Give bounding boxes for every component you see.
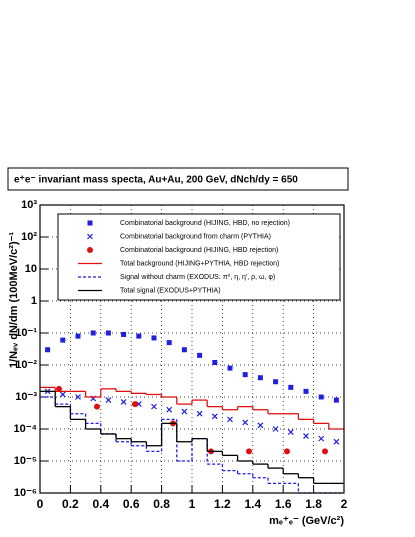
legend-label: Combinatorial background (HIJING, HBD, n… [120,220,290,227]
point [181,347,187,353]
point [333,438,340,445]
point [166,340,172,346]
chart-title: e⁺e⁻ invariant mass specta, Au+Au, 200 G… [14,175,298,186]
point [272,426,279,432]
y-tick-label: 10 [25,263,37,275]
point [242,419,249,426]
frame [39,204,345,494]
point [322,448,328,455]
point [246,448,252,455]
point [105,330,111,336]
point [318,394,324,400]
point [273,379,279,385]
y-tick-label: 10³ [21,199,37,211]
y-tick-label: 10⁻² [15,359,37,371]
x-axis-label: mₑ⁺ₑ⁻ (GeV/c²) [269,515,344,527]
point [211,413,218,420]
point [94,403,100,410]
point [181,408,188,415]
y-tick-label: 10⁻⁶ [14,487,37,499]
legend-label: Total signal (EXODUS+PYTHIA) [120,287,221,294]
legend-label: Signal without charm (EXODUS: π⁰, η, η',… [120,273,275,281]
point [196,410,203,417]
point [121,331,127,337]
point [166,406,173,413]
x-tick-label: 2 [341,497,348,511]
y-tick-label: 10⁻⁴ [14,423,37,435]
point [303,388,309,394]
point [90,330,96,336]
point [212,359,218,365]
point [151,335,157,341]
y-axis-label: 1/Nₑᵥ dN/dm (100MeV/c²)⁻¹ [8,232,20,369]
x-tick-label: 0 [37,497,44,511]
point [333,397,339,403]
x-tick-label: 1 [189,497,196,511]
point [257,375,263,381]
point [227,365,233,371]
y-tick-label: 1 [31,295,37,307]
point [56,385,62,392]
point [257,422,264,429]
point [75,394,81,400]
point [132,401,138,408]
title-box [7,167,349,191]
y-tick-label: 10⁻⁵ [14,455,37,467]
x-tick-label: 1.6 [275,497,292,511]
point [45,347,51,353]
x-tick-label: 0.8 [153,497,170,511]
x-tick-label: 1.2 [214,497,231,511]
legend-label: Combinatorial background from charm (PYT… [120,233,271,240]
legend-marker [87,233,93,240]
point [303,433,309,440]
legend-marker [87,247,93,253]
point [105,397,112,404]
point [75,333,81,339]
x-tick-label: 0.6 [123,497,140,511]
point [288,384,294,390]
x-tick-label: 1.4 [244,497,261,511]
point [151,403,157,410]
y-tick-label: 10⁻¹ [15,327,37,339]
legend-label: Combinatorial background (HIJING, HBD re… [120,247,278,254]
legend-box [57,213,341,301]
legend-label: Total background (HIJING+PYTHIA, HBD rej… [120,260,279,267]
point [318,435,325,442]
point [60,337,66,343]
point [197,352,203,358]
point [136,333,142,339]
y-tick-label: 10² [21,231,37,243]
x-tick-label: 0.4 [92,497,109,511]
point [284,448,290,455]
point [120,399,127,405]
point [59,391,66,398]
point [242,372,248,378]
point [287,429,294,436]
x-tick-label: 1.8 [305,497,322,511]
y-tick-label: 10⁻³ [15,391,37,403]
x-tick-label: 0.2 [62,497,79,511]
point [227,416,233,423]
legend-marker [87,220,93,226]
